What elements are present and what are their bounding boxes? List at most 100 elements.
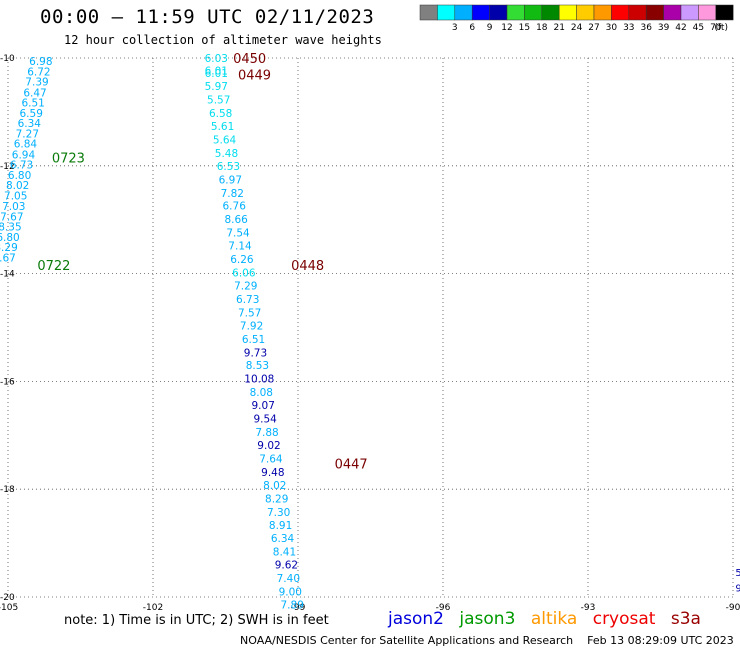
wave-height-value: 6.58 — [209, 108, 232, 120]
wave-height-value: 6.73 — [236, 294, 259, 306]
x-tick-label: -102 — [143, 603, 163, 613]
wave-height-value: 8.08 — [250, 387, 273, 399]
wave-height-value: 6.01 — [205, 68, 228, 80]
wave-height-value: 6.84 — [14, 139, 38, 151]
legend-tick-label: 45 — [693, 23, 704, 33]
legend-tick-label: 15 — [519, 23, 530, 33]
color-legend: 3 6 9 12 15 18 21 24 27 30 33 36 39 42 45 70(ft) — [419, 4, 734, 33]
note-text: note: 1) Time is in UTC; 2) SWH is in fe… — [64, 613, 329, 628]
wave-height-value: 8.91 — [269, 520, 292, 532]
edge-value-mark: 9 — [735, 583, 740, 594]
wave-height-value: 6.34 — [18, 118, 42, 130]
wave-height-value: 7.67 — [0, 252, 16, 264]
legend-tick-label: 18 — [536, 23, 548, 33]
wave-height-value: 7.29 — [234, 280, 257, 292]
wave-height-value: 7.54 — [226, 228, 250, 240]
pass-time-label: 0447 — [335, 457, 368, 472]
wave-height-value: 6.34 — [271, 533, 295, 545]
x-tick-label: -105 — [0, 603, 18, 613]
legend-tick-label: 6 — [469, 23, 475, 33]
wave-height-value: 6.03 — [205, 53, 228, 65]
wave-height-value: 9.48 — [261, 467, 284, 479]
wave-height-value: 6.73 — [10, 160, 33, 172]
legend-tick-label: 33 — [623, 23, 634, 33]
wave-height-value: 6.26 — [230, 254, 254, 266]
satellite-sources: jason2 jason3 altika cryosat s3a — [388, 609, 711, 629]
legend-tick-label: 39 — [658, 23, 670, 33]
legend-unit: (ft) — [714, 23, 728, 33]
wave-height-value: 7.64 — [259, 453, 283, 465]
wave-height-value: 6.47 — [23, 87, 46, 99]
wave-height-value: 7.92 — [240, 320, 263, 332]
wave-height-value: 10.08 — [244, 374, 274, 386]
legend-swatch — [715, 4, 734, 21]
wave-height-value: 9.00 — [279, 587, 302, 599]
footer-credit: NOAA/NESDIS Center for Satellite Applica… — [240, 634, 574, 647]
wave-height-value: 7.30 — [267, 507, 290, 519]
y-tick-label: -20 — [0, 593, 15, 603]
wave-height-value: 7.88 — [255, 427, 278, 439]
footer: NOAA/NESDIS Center for Satellite Applica… — [240, 634, 734, 647]
y-tick-label: -16 — [0, 377, 15, 387]
wave-height-value: 7.14 — [228, 241, 252, 253]
wave-height-value: 7.89 — [281, 600, 304, 612]
source-altika: altika — [530, 609, 578, 629]
wave-height-value: 8.29 — [265, 493, 288, 505]
pass-time-label: 0722 — [37, 259, 70, 274]
wave-height-value: 5.97 — [205, 81, 228, 93]
wave-height-value: 7.57 — [238, 307, 261, 319]
x-tick-label: -90 — [726, 603, 740, 613]
legend-tick-label: 24 — [571, 23, 583, 33]
wave-height-value: 6.51 — [242, 334, 265, 346]
wave-height-value: 9.73 — [244, 347, 267, 359]
wave-height-value: 6.97 — [219, 174, 242, 186]
legend-tick-label: 3 — [452, 23, 458, 33]
x-tick-label: -93 — [581, 603, 596, 613]
wave-height-value: 8.02 — [6, 180, 29, 192]
wave-height-value: 6.80 — [0, 232, 20, 244]
wave-height-value: 7.39 — [25, 77, 48, 89]
wave-height-value: 5.61 — [211, 121, 234, 133]
wave-height-value: 8.53 — [246, 360, 269, 372]
wave-height-value: 5.48 — [215, 148, 238, 160]
legend-tick-label: 36 — [640, 23, 652, 33]
legend-tick-label: 27 — [588, 23, 599, 33]
wave-height-value: 6.51 — [21, 98, 44, 110]
wave-height-value: 6.06 — [232, 268, 256, 280]
wave-height-value: 9.02 — [257, 440, 280, 452]
legend-tick-label: 30 — [606, 23, 618, 33]
wave-height-value: 8.02 — [263, 480, 286, 492]
wave-height-value: 6.59 — [20, 108, 43, 120]
legend-tick-label: 9 — [487, 23, 493, 33]
wave-height-value: 8.66 — [224, 214, 248, 226]
legend-tick-label: 21 — [553, 23, 564, 33]
pass-time-label: 0448 — [291, 259, 324, 274]
wave-height-value: 7.82 — [221, 188, 244, 200]
wave-height-value: 5.57 — [207, 95, 230, 107]
wave-height-value: 7.27 — [16, 128, 39, 140]
source-cryosat: cryosat — [592, 609, 656, 629]
edge-value-mark: 5 — [735, 568, 740, 579]
legend-tick-label: 12 — [501, 23, 512, 33]
wave-height-map: -105 -102 -99 -96 -93 -90 -10 -12 -14 -16 -18 -20 6.… — [0, 52, 740, 613]
wave-height-value: 6.01 — [205, 65, 228, 77]
wave-height-value: 7.40 — [277, 573, 300, 585]
y-tick-label: -12 — [0, 162, 15, 172]
wave-height-value: 7.67 — [0, 211, 23, 223]
y-tick-label: -10 — [0, 54, 15, 64]
wave-height-value: 7.03 — [2, 201, 25, 213]
wave-height-value: 9.62 — [275, 560, 298, 572]
legend-tick-label: 70 — [710, 23, 722, 33]
wave-height-value: 6.72 — [27, 66, 50, 78]
wave-height-value: 9.54 — [253, 414, 277, 426]
wave-height-value: 6.98 — [29, 56, 52, 68]
wave-height-value: 6.53 — [217, 161, 240, 173]
source-jason2: jason2 — [388, 609, 444, 629]
wave-height-value: 8.35 — [0, 222, 22, 234]
wave-height-value: 6.76 — [223, 201, 247, 213]
wave-height-value: 7.05 — [4, 190, 27, 202]
source-s3a: s3a — [670, 609, 701, 629]
source-jason3: jason3 — [459, 609, 516, 629]
pass-time-label: 0449 — [238, 69, 271, 84]
